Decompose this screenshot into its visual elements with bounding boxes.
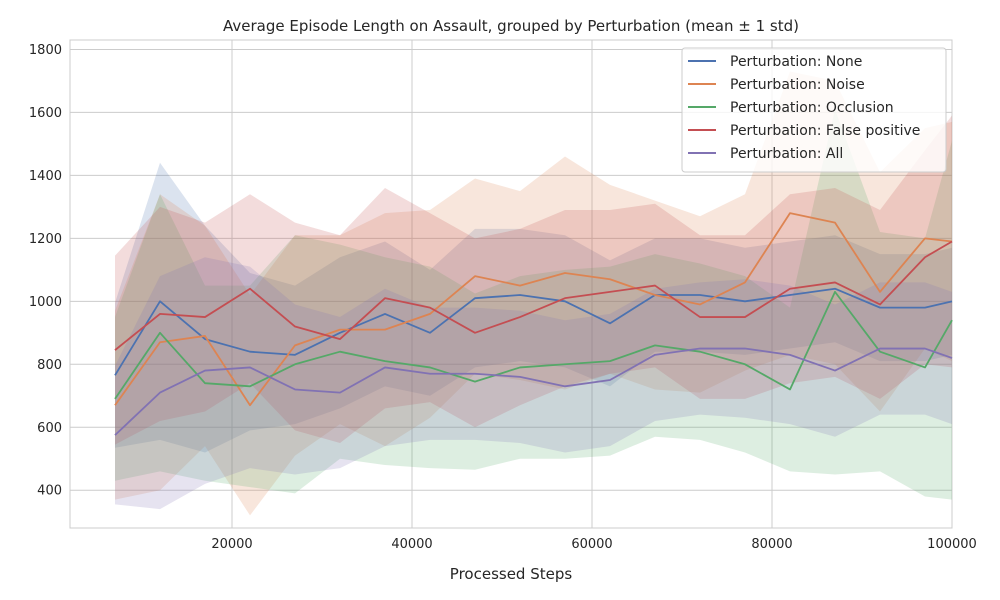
series-line <box>114 347 953 436</box>
mean-lines <box>114 212 953 436</box>
y-tick-label: 600 <box>37 421 62 436</box>
legend-box <box>681 47 947 173</box>
std-band <box>115 257 952 510</box>
legend-label: Perturbation: Noise <box>730 77 865 93</box>
std-band <box>115 71 952 516</box>
y-axis-ticks: 400 600 800 1000 1200 1400 1600 1800 <box>29 43 62 499</box>
std-band <box>115 109 952 500</box>
x-axis-label: Processed Steps <box>450 565 573 583</box>
series-line <box>114 290 953 400</box>
x-tick-label: 100000 <box>927 537 977 552</box>
y-tick-label: 1800 <box>29 43 62 58</box>
y-tick-label: 800 <box>37 358 62 373</box>
y-tick-label: 400 <box>37 484 62 499</box>
chart-title: Average Episode Length on Assault, group… <box>223 17 799 35</box>
std-band <box>115 162 952 453</box>
std-band <box>115 115 952 445</box>
legend-label: Perturbation: Occlusion <box>730 100 894 116</box>
x-tick-label: 20000 <box>211 537 252 552</box>
legend-label: Perturbation: None <box>730 54 862 70</box>
series-line <box>114 287 953 376</box>
std-bands <box>115 71 952 516</box>
legend: Perturbation: None Perturbation: Noise Per… <box>681 47 947 173</box>
series-line <box>114 212 953 407</box>
legend-label: Perturbation: False positive <box>730 123 920 139</box>
x-tick-label: 60000 <box>571 537 612 552</box>
y-tick-label: 1000 <box>29 295 62 310</box>
x-axis-ticks: 20000 40000 60000 80000 100000 <box>211 537 977 552</box>
y-tick-label: 1400 <box>29 169 62 184</box>
x-tick-label: 80000 <box>751 537 792 552</box>
y-tick-label: 1200 <box>29 232 62 247</box>
legend-label: Perturbation: All <box>730 146 843 162</box>
grid <box>70 40 953 528</box>
x-tick-label: 40000 <box>391 537 432 552</box>
series-line <box>114 240 953 351</box>
y-tick-label: 1600 <box>29 106 62 121</box>
